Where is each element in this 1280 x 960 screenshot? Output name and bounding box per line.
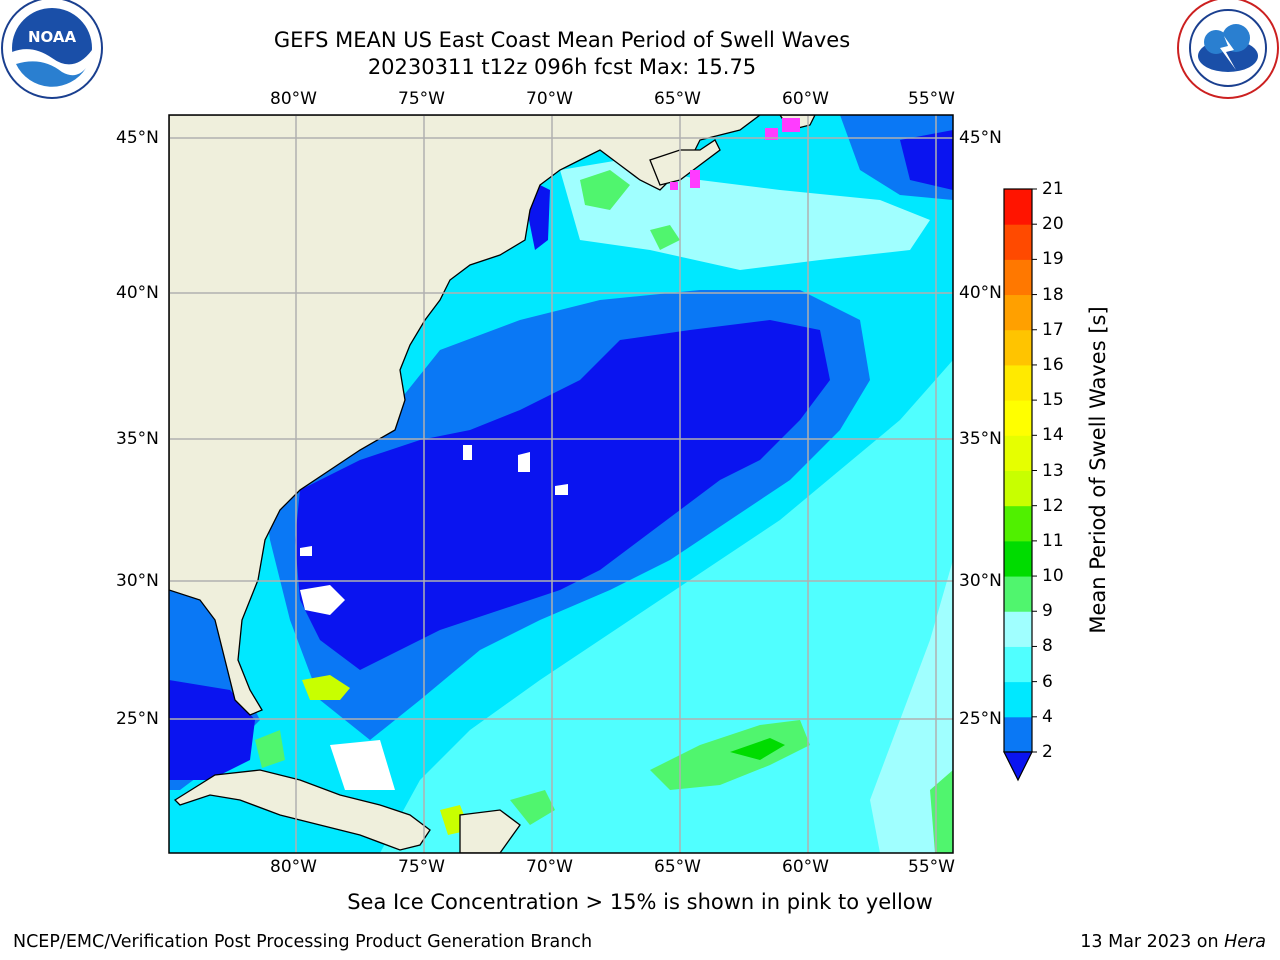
- colorbar-tick-label: 10: [1042, 566, 1064, 587]
- sea-ice-3: [690, 170, 700, 188]
- lon-tick-bottom-80w: 80°W: [270, 857, 317, 877]
- colorbar-tick-label: 12: [1042, 495, 1064, 516]
- lat-tick-left-45n: 45°N: [116, 128, 159, 148]
- colorbar-tick-label: 2: [1042, 742, 1053, 762]
- lon-tick-bottom-75w: 75°W: [398, 857, 445, 877]
- colorbar-tick-label: 19: [1042, 249, 1064, 270]
- chart-subtitle: 20230311 t12z 096h fcst Max: 15.75: [367, 55, 757, 79]
- footer-left: NCEP/EMC/Verification Post Processing Pr…: [13, 932, 593, 952]
- lon-tick-bottom-55w: 55°W: [908, 857, 955, 877]
- colorbar-swatch: [1004, 470, 1032, 507]
- colorbar-under-arrow: [1003, 751, 1033, 782]
- lon-tick-top-80w: 80°W: [270, 89, 317, 109]
- footer-host: Hera: [1224, 932, 1266, 952]
- land-north-america: [169, 115, 762, 716]
- lat-tick-right-40n: 40°N: [959, 283, 1002, 303]
- colorbar-swatch: [1004, 611, 1032, 647]
- contour-9s-north: [560, 160, 930, 270]
- contour-10s-north2: [650, 225, 680, 250]
- contour-10s-south: [510, 790, 555, 825]
- land-cuba: [173, 769, 431, 851]
- island-white-5: [555, 484, 568, 495]
- lon-tick-bottom-70w: 70°W: [526, 857, 573, 877]
- lat-tick-right-35n: 35°N: [959, 429, 1002, 449]
- lon-tick-top-70w: 70°W: [526, 89, 573, 109]
- colorbar-tick-label: 6: [1042, 671, 1053, 692]
- colorbar-swatch: [1004, 505, 1032, 542]
- colorbar-swatch: [1004, 224, 1032, 260]
- sea-ice-note: Sea Ice Concentration > 15% is shown in …: [347, 890, 933, 914]
- contour-10s-north1: [580, 170, 630, 210]
- island-white-3: [463, 445, 472, 460]
- contour-13s-bahamas: [302, 675, 350, 700]
- colorbar-tick-label: 4: [1042, 706, 1053, 727]
- lat-tick-right-45n: 45°N: [959, 128, 1002, 148]
- sea-ice-2: [765, 128, 778, 140]
- colorbar-tick-label: 21: [1042, 179, 1064, 199]
- colorbar-tick-label: 16: [1042, 354, 1064, 375]
- lon-tick-top-75w: 75°W: [398, 89, 445, 109]
- colorbar-tick-label: 20: [1042, 214, 1064, 235]
- lon-tick-top-60w: 60°W: [782, 89, 829, 109]
- lat-tick-left-40n: 40°N: [116, 283, 159, 303]
- colorbar-tick-label: 14: [1042, 425, 1064, 446]
- sea-ice-4: [670, 182, 678, 190]
- colorbar-swatch: [1004, 646, 1032, 683]
- footer-date: 13 Mar 2023 on: [1080, 932, 1225, 952]
- contour-2s-ne: [900, 130, 953, 190]
- colorbar-label: Mean Period of Swell Waves [s]: [1086, 306, 1110, 634]
- map-frame: [168, 114, 954, 854]
- contour-11s-sargasso: [730, 738, 785, 760]
- colorbar-swatch: [1004, 716, 1032, 753]
- colorbar-swatch: [1004, 259, 1032, 296]
- colorbar-swatch: [1004, 576, 1032, 612]
- lat-tick-left-35n: 35°N: [116, 429, 159, 449]
- land-hispaniola: [459, 809, 521, 853]
- footer-right: 13 Mar 2023 on Hera: [1080, 932, 1266, 952]
- colorbar-tick-label: 13: [1042, 460, 1064, 481]
- chart-title: GEFS MEAN US East Coast Mean Period of S…: [273, 28, 851, 52]
- contour-9s: [870, 560, 953, 853]
- lat-tick-right-25n: 25°N: [959, 709, 1002, 729]
- colorbar-swatch: [1004, 364, 1032, 401]
- colorbar-swatch: [1004, 540, 1032, 577]
- colorbar-swatch: [1004, 400, 1032, 436]
- lat-tick-right-30n: 30°N: [959, 571, 1002, 591]
- map-gridlines: [169, 115, 953, 853]
- colorbar-tick-label: 8: [1042, 636, 1053, 657]
- colorbar-tick-label: 18: [1042, 284, 1064, 305]
- lon-tick-bottom-60w: 60°W: [782, 857, 829, 877]
- map-plot-area: [169, 115, 953, 853]
- colorbar-tick-label: 17: [1042, 319, 1064, 340]
- lat-tick-left-25n: 25°N: [116, 709, 159, 729]
- lon-tick-top-55w: 55°W: [908, 89, 955, 109]
- lat-tick-left-30n: 30°N: [116, 571, 159, 591]
- colorbar-tick-label: 11: [1042, 530, 1064, 551]
- contour-10s-bahamas: [255, 730, 285, 768]
- colorbar-swatch: [1004, 294, 1032, 331]
- colorbar-swatch: [1004, 189, 1032, 225]
- sea-ice-1: [782, 118, 800, 132]
- island-white-2: [330, 740, 395, 790]
- colorbar-tick-label: 9: [1042, 601, 1053, 622]
- land-nova-scotia: [649, 139, 721, 186]
- island-white-6: [300, 546, 312, 556]
- colorbar: [1003, 188, 1037, 753]
- lon-tick-top-65w: 65°W: [654, 89, 701, 109]
- colorbar-swatch: [1004, 435, 1032, 471]
- colorbar-swatch: [1004, 329, 1032, 366]
- island-white-1: [300, 585, 345, 615]
- island-white-4: [518, 452, 530, 472]
- contour-2s-caribbean: [169, 680, 255, 780]
- colorbar-swatch: [1004, 681, 1032, 718]
- lon-tick-bottom-65w: 65°W: [654, 857, 701, 877]
- contour-10s-sargasso: [650, 720, 810, 790]
- colorbar-tick-label: 15: [1042, 390, 1064, 411]
